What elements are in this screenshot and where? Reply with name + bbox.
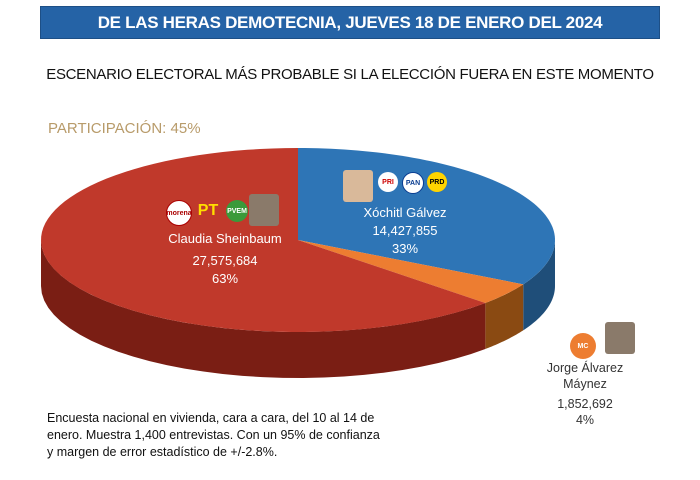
pie-side-0 [523, 240, 555, 331]
galvez-photo [343, 170, 373, 202]
label-votes: 14,427,855 [372, 223, 438, 238]
label-name: Claudia Sheinbaum [168, 231, 282, 246]
label-name: Xóchitl Gálvez [363, 205, 447, 220]
maynez-photo [605, 322, 635, 354]
label-percent: 33% [391, 241, 419, 256]
label-percent: 63% [211, 271, 239, 286]
label-name: Jorge Álvarez Máynez [546, 361, 624, 391]
pie-side-2 [41, 240, 486, 378]
data-label-galvez: Xóchitl Gálvez 14,427,855 33% [340, 204, 470, 258]
chart-title: ESCENARIO ELECTORAL MÁS PROBABLE SI LA E… [46, 66, 654, 83]
pie-slice-2 [41, 148, 486, 332]
data-label-sheinbaum: Claudia Sheinbaum 27,575,684 63% [150, 230, 300, 288]
label-votes: 1,852,692 [557, 397, 613, 411]
pie-side-1 [485, 284, 524, 349]
sheinbaum-photo [249, 194, 279, 226]
methodology-note: Encuesta nacional en vivienda, cara a ca… [47, 411, 380, 459]
morena-logo: morena [166, 200, 192, 226]
pvem-logo: PVEM [226, 200, 248, 222]
pt-logo: PT [197, 202, 219, 219]
label-percent: 4% [575, 413, 595, 427]
prd-logo: PRD [427, 172, 447, 192]
mc-logo: MC [570, 333, 596, 359]
pan-logo: PAN [402, 172, 424, 194]
pie-slice-1 [298, 240, 524, 303]
participation-label: PARTICIPACIÓN: 45% [48, 120, 201, 137]
label-votes: 27,575,684 [192, 253, 258, 268]
header-banner: DE LAS HERAS DEMOTECNIA, JUEVES 18 DE EN… [40, 6, 660, 39]
pri-logo: PRI [378, 172, 398, 192]
data-label-maynez: Jorge Álvarez Máynez 1,852,692 4% [530, 360, 640, 428]
